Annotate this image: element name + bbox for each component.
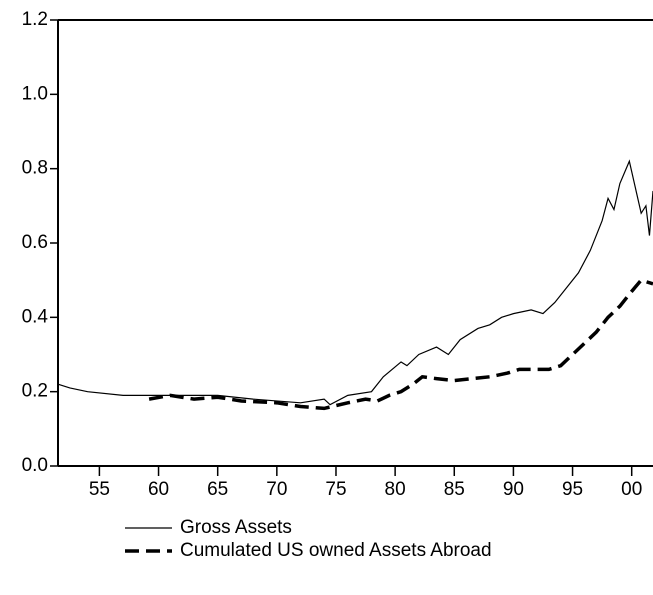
x-tick-label: 65 [207,479,228,500]
data-line [148,278,653,411]
x-tick-label: 60 [148,479,169,500]
x-tick-label: 85 [444,479,465,500]
legend-label: Gross Assets [180,517,292,538]
x-tick-label: 80 [385,479,406,500]
x-tick-label: 95 [562,479,583,500]
x-tick-label: 75 [325,479,346,500]
x-tick-label: 00 [621,479,642,500]
y-tick-label: 1.0 [22,83,48,104]
legend-label: Cumulated US owned Assets Abroad [180,540,492,561]
data-line [57,159,653,406]
y-tick-label: 0.6 [22,232,48,253]
y-tick-label: 0.8 [22,158,48,179]
y-tick-label: 0.0 [22,455,48,476]
y-tick-label: 0.4 [22,306,49,327]
x-tick-label: 70 [266,479,287,500]
y-tick-label: 1.2 [22,9,48,30]
x-tick-label: 55 [89,479,110,500]
y-tick-label: 0.2 [22,381,48,402]
x-tick-label: 90 [503,479,524,500]
